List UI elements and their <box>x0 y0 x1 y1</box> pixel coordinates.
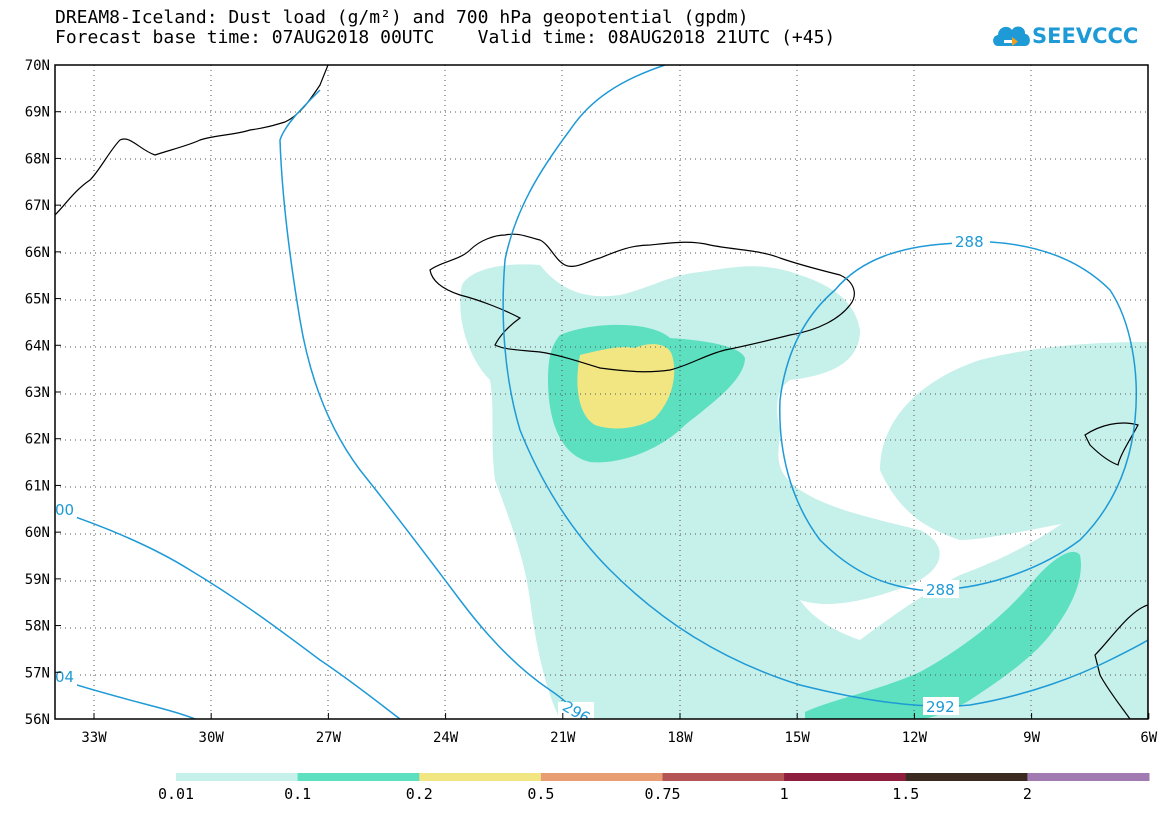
colorbar-swatch <box>176 773 299 781</box>
lat-tick-label: 70N <box>25 58 50 74</box>
lat-tick-label: 57N <box>25 665 50 681</box>
seevccc-logo: SEEVCCC <box>990 18 1155 58</box>
dust-region-medium-south <box>805 551 1081 719</box>
colorbar-swatch <box>784 773 907 781</box>
lat-tick-label: 69N <box>25 105 50 121</box>
lat-tick-label: 60N <box>25 525 50 541</box>
colorbar-label: 0.01 <box>157 785 195 803</box>
colorbar-label: 1 <box>779 785 789 803</box>
colorbar-swatch <box>540 773 663 781</box>
graticule <box>55 65 1148 719</box>
lon-tick-label: 9W <box>1023 730 1040 746</box>
cloud-icon <box>993 26 1030 46</box>
lat-tick-label: 68N <box>25 151 50 167</box>
lat-tick-label: 58N <box>25 619 50 635</box>
latitude-axis: 70N 69N 68N 67N 66N 65N 64N 63N 62N 61N 60N 59N 58N 5… <box>25 58 61 728</box>
geopotential-contours <box>55 65 1148 719</box>
colorbar-label: 0.2 <box>405 785 433 803</box>
lat-tick-label: 67N <box>25 198 50 214</box>
lon-tick-label: 33W <box>81 730 107 746</box>
map-subtitle: Forecast base time: 07AUG2018 00UTC Vali… <box>55 27 836 48</box>
contour-label: 00 <box>55 501 74 519</box>
contour-288-west <box>279 89 581 719</box>
logo-text: SEEVCCC <box>1032 24 1139 48</box>
lon-tick-label: 30W <box>199 730 225 746</box>
colorbar <box>176 773 1150 781</box>
dust-region-east <box>880 342 1148 540</box>
colorbar-swatch <box>419 773 542 781</box>
lat-tick-label: 66N <box>25 245 50 261</box>
contour-label: 04 <box>55 668 74 686</box>
lon-tick-label: 6W <box>1140 730 1157 746</box>
lat-tick-label: 64N <box>25 338 50 354</box>
lon-tick-label: 15W <box>785 730 811 746</box>
colorbar-swatch <box>662 773 785 781</box>
lat-tick-label: 56N <box>25 712 50 728</box>
dust-region-high <box>577 344 675 429</box>
contour-304 <box>55 677 196 719</box>
lon-tick-label: 27W <box>316 730 342 746</box>
colorbar-label: 0.5 <box>527 785 555 803</box>
contour-label: 292 <box>926 698 955 716</box>
colorbar-label: 1.5 <box>892 785 920 803</box>
colorbar-label: 0.75 <box>644 785 681 803</box>
greenland-coast <box>55 65 329 216</box>
contour-288-loop <box>779 241 1138 591</box>
colorbar-swatch <box>1027 773 1150 781</box>
contour-label-group: 288 288 292 296 00 04 <box>55 233 984 719</box>
lat-tick-label: 59N <box>25 572 50 588</box>
colorbar-label: 2 <box>1022 785 1032 803</box>
longitude-axis: 33W 30W 27W 24W 21W 18W 15W 12W 9W 6W <box>81 713 1158 746</box>
contour-label: 288 <box>926 581 955 599</box>
colorbar-label: 0.1 <box>284 785 312 803</box>
lat-tick-label: 65N <box>25 292 50 308</box>
lat-tick-label: 62N <box>25 432 50 448</box>
coastlines <box>55 65 1148 719</box>
lon-tick-label: 21W <box>550 730 576 746</box>
colorbar-swatch <box>297 773 420 781</box>
lat-tick-label: 61N <box>25 478 50 494</box>
lon-tick-label: 24W <box>433 730 459 746</box>
contour-north <box>502 65 1148 708</box>
iceland-coast <box>429 233 855 373</box>
scotland-coast <box>1094 604 1148 719</box>
contour-label: 288 <box>955 233 984 251</box>
map-content: 288 288 292 296 00 04 <box>55 65 1148 719</box>
contour-300 <box>55 509 401 719</box>
map-title: DREAM8-Iceland: Dust load (g/m²) and 700… <box>55 7 749 28</box>
lat-tick-label: 63N <box>25 385 50 401</box>
lon-tick-label: 12W <box>902 730 928 746</box>
faroe-coast <box>1084 422 1139 466</box>
colorbar-swatch <box>905 773 1028 781</box>
lon-tick-label: 18W <box>667 730 693 746</box>
